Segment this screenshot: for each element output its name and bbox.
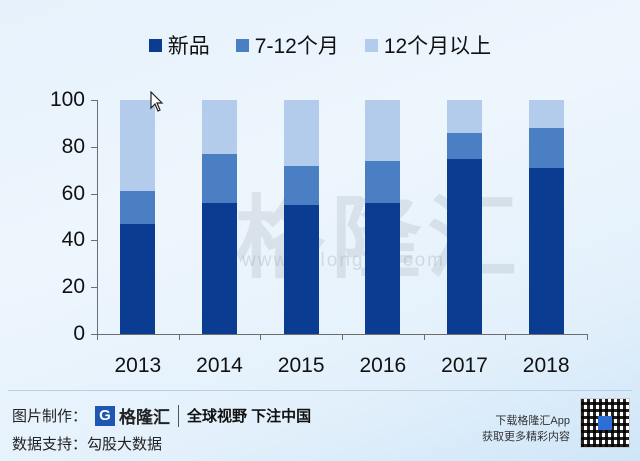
download-prompt: 下载格隆汇App 获取更多精彩内容 bbox=[482, 413, 570, 445]
bar-segment bbox=[283, 100, 319, 166]
y-tick-label: 60 bbox=[61, 181, 85, 205]
bar-segment bbox=[365, 100, 401, 161]
x-tick-label: 2016 bbox=[359, 354, 407, 377]
bar-segment bbox=[202, 100, 237, 154]
data-label: 数据支持： bbox=[12, 436, 88, 453]
y-tick bbox=[91, 100, 97, 101]
x-tick bbox=[505, 334, 507, 340]
x-tick bbox=[587, 334, 588, 340]
y-tick-label: 100 bbox=[49, 88, 85, 111]
x-tick bbox=[423, 334, 425, 340]
download-line2: 获取更多精彩内容 bbox=[482, 431, 570, 443]
stacked-bar-2017 bbox=[447, 100, 482, 334]
bar-segment bbox=[365, 202, 401, 334]
bar-segment bbox=[120, 100, 156, 192]
y-tick bbox=[91, 287, 97, 289]
x-tick bbox=[97, 334, 98, 340]
y-tick-label: 20 bbox=[61, 275, 85, 299]
y-tick bbox=[91, 193, 97, 195]
x-tick-label: 2014 bbox=[196, 354, 243, 377]
y-tick-label: 40 bbox=[61, 228, 85, 252]
made-by-label: 图片制作： bbox=[12, 408, 88, 425]
bar-segment bbox=[528, 100, 564, 129]
bar-segment bbox=[528, 167, 564, 334]
legend-label: 新品 bbox=[167, 35, 210, 58]
stacked-bar-2014 bbox=[202, 100, 237, 334]
x-tick-label: 2015 bbox=[277, 354, 325, 377]
bar-segment bbox=[447, 100, 482, 133]
slogan: 全球视野 下注中国 bbox=[187, 408, 312, 425]
bar-segment bbox=[283, 205, 319, 334]
bar-segment bbox=[283, 165, 319, 206]
stacked-bar-2016 bbox=[365, 100, 401, 334]
bar-segment bbox=[447, 132, 482, 159]
footer-data-source: 数据支持：勾股大数据 bbox=[12, 433, 162, 454]
y-tick-label: 0 bbox=[73, 322, 85, 345]
bar-segment bbox=[528, 128, 564, 168]
qr-code-icon[interactable] bbox=[580, 398, 630, 448]
legend-item: 7-12个月 bbox=[235, 30, 339, 60]
legend-swatch-icon bbox=[364, 38, 378, 52]
footer-divider bbox=[8, 390, 632, 391]
bar-segment bbox=[365, 160, 401, 203]
x-tick-label: 2018 bbox=[522, 354, 570, 377]
legend-item: 12个月以上 bbox=[364, 30, 492, 60]
y-tick-label: 80 bbox=[61, 134, 85, 158]
legend-swatch-icon bbox=[148, 38, 162, 52]
x-tick bbox=[342, 334, 343, 340]
bar-segment bbox=[120, 224, 156, 334]
data-source: 勾股大数据 bbox=[87, 436, 163, 453]
y-axis bbox=[97, 100, 98, 334]
footer-credit: 图片制作： G 格隆汇 全球视野 下注中国 bbox=[12, 403, 311, 428]
stacked-bar-2018 bbox=[528, 100, 564, 334]
bar-segment bbox=[202, 153, 237, 203]
legend-label: 12个月以上 bbox=[383, 35, 492, 58]
x-tick bbox=[178, 334, 180, 340]
logo-text: 格隆汇 bbox=[119, 408, 171, 427]
bar-segment bbox=[120, 191, 156, 225]
x-tick-label: 2013 bbox=[114, 354, 162, 377]
x-tick bbox=[260, 334, 262, 340]
y-tick bbox=[91, 146, 97, 148]
y-tick bbox=[91, 334, 97, 335]
stacked-bar-2015 bbox=[283, 100, 319, 334]
legend-label: 7-12个月 bbox=[254, 35, 339, 58]
download-line1: 下载格隆汇App bbox=[495, 415, 570, 427]
x-tick-label: 2017 bbox=[441, 354, 488, 377]
legend-item: 新品 bbox=[148, 30, 210, 60]
gelonghui-logo-icon: G bbox=[95, 405, 116, 426]
bar-segment bbox=[447, 158, 482, 334]
legend-swatch-icon bbox=[235, 38, 249, 52]
mouse-cursor-icon bbox=[150, 91, 164, 112]
stacked-bar-2013 bbox=[120, 100, 156, 334]
legend: 新品 7-12个月 12个月以上 bbox=[0, 30, 640, 60]
separator bbox=[178, 404, 180, 427]
bar-segment bbox=[202, 202, 237, 334]
y-tick bbox=[91, 240, 97, 242]
chart-plot-area: 0 20 40 60 80 100 2013 2014 2015 2016 2017 2018 bbox=[50, 88, 588, 377]
